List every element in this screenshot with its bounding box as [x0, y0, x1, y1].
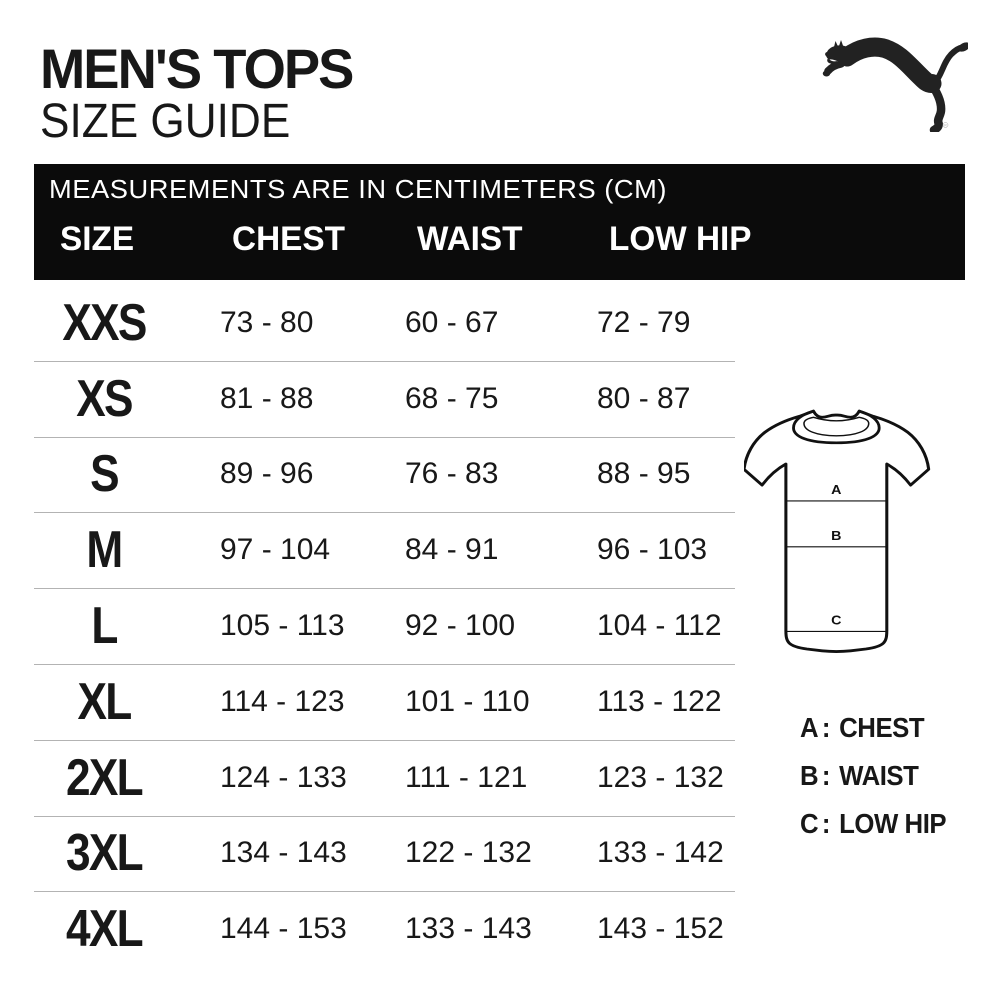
- svg-text:A: A: [831, 482, 841, 496]
- svg-text:B: B: [831, 528, 841, 542]
- svg-text:C: C: [831, 613, 841, 627]
